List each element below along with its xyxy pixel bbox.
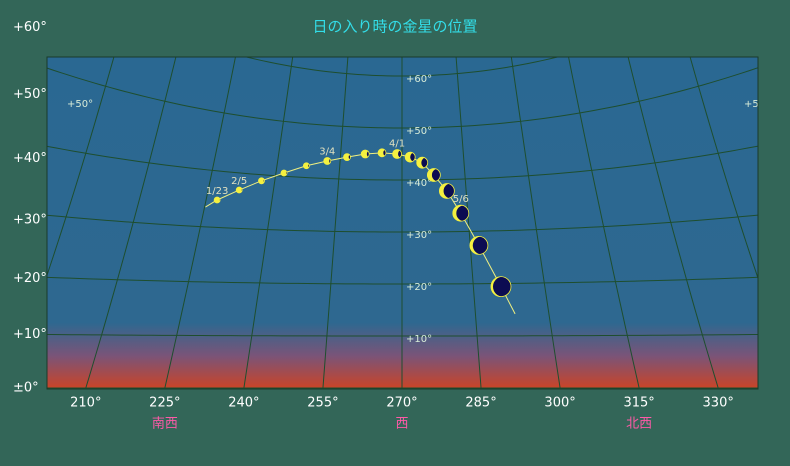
venus-shadow [397, 149, 402, 159]
venus-disk [343, 153, 351, 161]
x-tick-label: 300° [544, 396, 575, 411]
direction-label: 北西 [626, 417, 652, 432]
date-label: 4/1 [389, 138, 405, 149]
venus [469, 236, 489, 255]
x-tick-label: 255° [307, 396, 338, 411]
date-label: 3/4 [319, 147, 335, 158]
grid-line [689, 57, 758, 280]
venus-outline [416, 156, 429, 169]
y-tick-label: ±0° [13, 381, 39, 396]
venus [258, 177, 265, 185]
altitude-label: +50° [67, 99, 93, 110]
venus-shadow [492, 276, 511, 297]
venus [404, 151, 416, 163]
y-tick-label: +40° [13, 151, 47, 166]
chart-title: 日の入り時の金星の位置 [312, 18, 477, 36]
venus [213, 196, 221, 204]
x-tick-label: 330° [703, 396, 734, 411]
grid-line [47, 57, 115, 277]
venus-outline [302, 162, 310, 170]
venus-disk [214, 196, 221, 203]
venus-outline [258, 177, 265, 185]
venus-outline [323, 157, 332, 165]
venus-shadow [421, 157, 428, 169]
grid-line [627, 57, 719, 389]
venus [235, 186, 243, 194]
altitude-label: +60° [406, 74, 432, 85]
venus-outline [360, 149, 370, 159]
plot-area: +10° +20° +30° +40° +50° +60° +50° +50° 1/232/5 3… [47, 57, 770, 389]
plot-frame [46, 56, 759, 390]
grid-line [164, 57, 236, 389]
venus-outline [377, 148, 387, 158]
venus-shadow [443, 183, 455, 199]
altitude-label: +30° [406, 230, 432, 241]
y-tick-label: +20° [13, 271, 47, 286]
altitude-label: +50° [406, 126, 432, 137]
y-tick-label: +30° [13, 212, 47, 227]
venus [343, 153, 351, 162]
date-label: 5/6 [453, 194, 469, 205]
grid-line [510, 57, 561, 389]
venus [360, 149, 370, 159]
venus-shadow [410, 152, 416, 163]
venus-outline [438, 183, 455, 199]
venus [377, 148, 387, 158]
venus-disk [361, 150, 370, 159]
date-label: 1/23 [206, 186, 228, 197]
y-tick-label: +10° [13, 327, 47, 342]
venus-disk [280, 170, 287, 177]
venus [490, 276, 512, 298]
venus-disk [258, 177, 265, 184]
venus-outline [404, 151, 416, 163]
x-tick-label: 315° [623, 396, 654, 411]
venus-disk [236, 187, 243, 194]
y-tick-label: +60° [13, 20, 47, 35]
venus-outline [452, 204, 470, 222]
altitude-label: +10° [406, 334, 432, 345]
x-tick-label: 210° [70, 396, 101, 411]
venus [302, 162, 310, 170]
venus-outline [469, 236, 489, 255]
venus [426, 168, 441, 182]
x-tick-label: 270° [386, 396, 417, 411]
grid-line [455, 57, 482, 389]
venus [392, 149, 402, 159]
venus [280, 169, 288, 177]
venus [416, 156, 429, 169]
y-tick-label: +50° [13, 87, 47, 102]
x-tick-label: 285° [465, 396, 496, 411]
x-tick-label: 225° [149, 396, 180, 411]
venus [323, 157, 332, 165]
direction-label: 南西 [152, 416, 178, 432]
venus-outline [490, 276, 512, 298]
venus-outline [213, 196, 221, 204]
x-tick-label: 240° [228, 396, 259, 411]
grid-line [243, 57, 294, 389]
venus-disk [303, 162, 310, 169]
venus-outline [235, 186, 243, 194]
grid-line [568, 57, 640, 389]
grid-line [322, 57, 349, 389]
venus-shadow [431, 168, 441, 182]
venus-outline [343, 153, 351, 162]
date-label: 2/5 [231, 176, 247, 187]
venus-outline [426, 168, 441, 182]
altitude-label: +40° [406, 178, 432, 189]
direction-label: 西 [395, 417, 408, 432]
venus [438, 183, 455, 199]
altitude-label: +50° [744, 99, 770, 110]
altitude-label: +20° [406, 282, 432, 293]
venus-disk [323, 157, 331, 165]
grid-line [85, 57, 177, 389]
venus-outline [392, 149, 402, 159]
venus-outline [280, 169, 288, 177]
